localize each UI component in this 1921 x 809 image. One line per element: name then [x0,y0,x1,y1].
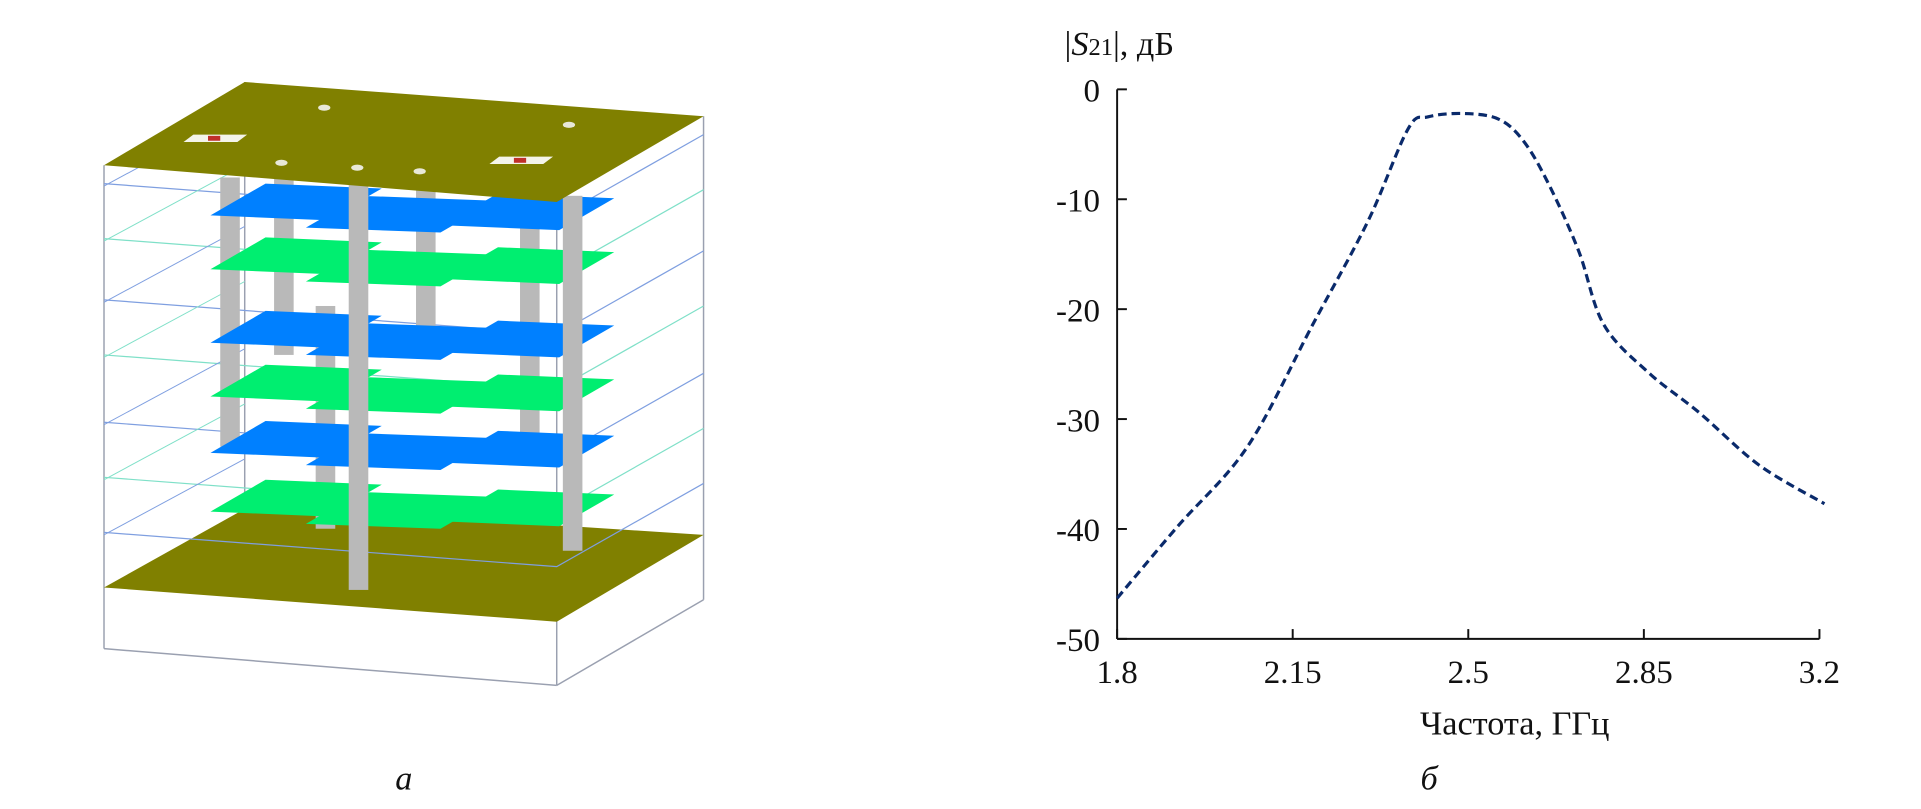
via-post [348,177,369,590]
resonator-patch-green [442,374,615,412]
series-line-s21 [1115,111,1826,600]
via-hole [351,164,364,171]
resonator-patch-green [442,247,615,284]
via-hole [318,104,331,111]
port-feed-icon [208,135,221,141]
y-axis-title-suffix: |, дБ [1113,25,1174,63]
x-ticks: 1.8 2.15 2.5 2.85 3.2 [1096,629,1840,691]
y-tick-label: -30 [1056,403,1100,439]
x-tick-label: 2.85 [1615,655,1673,691]
via-hole [562,121,576,128]
y-tick-label: -10 [1056,183,1100,219]
via-post [562,195,583,551]
resonator-patch-blue [442,430,615,468]
y-axis-title: |S21|, дБ [1065,25,1175,63]
layer-guide-line [103,458,245,536]
layer-guide-line [103,482,704,568]
bottom-ground-plate [104,505,704,622]
via-hole [413,168,426,175]
x-axis-title: Частота, ГГц [1420,704,1609,742]
x-tick-label: 1.8 [1096,655,1137,691]
y-axis-title-subscript: 21 [1088,34,1112,61]
port-feed-icon [513,157,527,163]
s21-chart: |S21|, дБ 0 -10 -20 -30 -40 -50 1.8 2.15 2.5 2.8… [1056,25,1840,742]
y-axis-title-prefix: | [1065,25,1072,63]
y-axis-title-symbol: S [1071,25,1088,63]
x-tick-label: 2.15 [1264,655,1322,691]
y-ticks: 0 -10 -20 -30 -40 -50 [1056,74,1127,659]
x-tick-label: 3.2 [1799,655,1840,691]
y-tick-label: 0 [1083,74,1100,110]
via-post [220,177,240,447]
wireframe-edge [103,647,557,687]
series-layer [1115,111,1826,600]
via-hole [275,159,288,166]
resonator-patch-blue [442,320,615,358]
panel-label-a: а [395,759,412,797]
y-tick-label: -50 [1056,623,1100,659]
wireframe-edge [556,599,704,687]
via-post [315,305,336,529]
top-ground-plate [104,82,704,202]
y-tick-label: -20 [1056,293,1100,329]
y-tick-label: -40 [1056,513,1100,549]
x-tick-label: 2.5 [1448,655,1489,691]
panel-label-b: б [1421,759,1440,797]
resonator-patch-green [442,489,615,527]
filter-3d-model [103,82,705,687]
